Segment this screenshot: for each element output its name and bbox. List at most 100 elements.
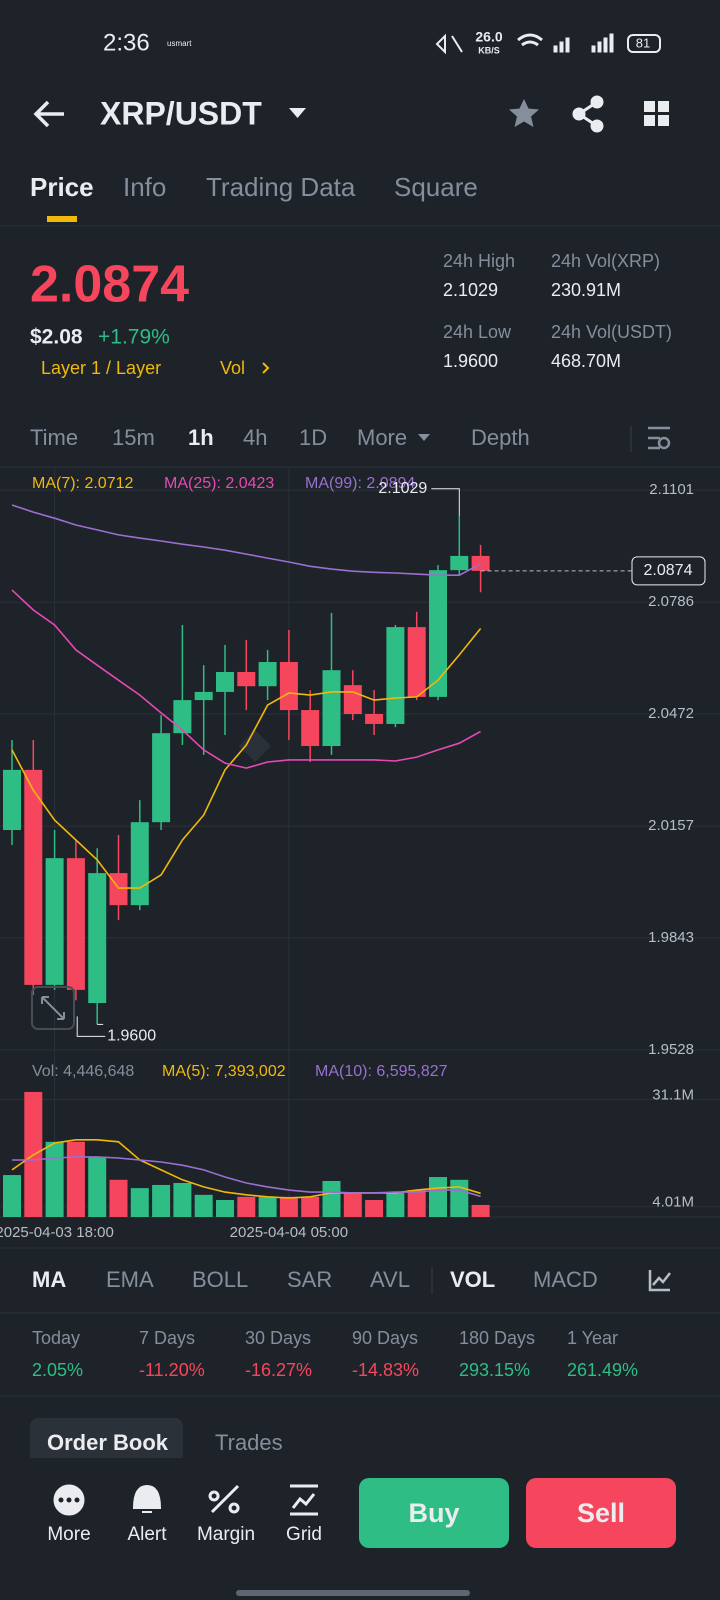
candle-body	[173, 700, 192, 734]
volume-bar	[45, 1141, 64, 1217]
carrier: usmart	[167, 39, 192, 48]
volume-bar	[130, 1188, 149, 1217]
candle-body	[66, 858, 85, 990]
pair-dropdown[interactable]	[289, 108, 306, 118]
low-pointer	[76, 1016, 106, 1037]
more-dropdown[interactable]	[418, 434, 430, 441]
ma-legend: MA(7): 2.0712	[32, 475, 133, 492]
nav-item[interactable]: Alert	[127, 1524, 167, 1545]
chart-settings[interactable]	[648, 426, 671, 450]
usd-price: $2.08	[30, 326, 83, 349]
nav-item[interactable]: Margin	[197, 1524, 255, 1545]
tab[interactable]: Info	[123, 172, 166, 202]
volume-bar	[88, 1156, 107, 1217]
perf-value: 261.49%	[567, 1360, 638, 1380]
candle-body	[130, 822, 149, 906]
y-tick-label: 2.0472	[648, 705, 694, 722]
net-speed: 26.0	[475, 29, 502, 45]
net-unit: KB/S	[478, 45, 500, 55]
y-tick-label: 2.0157	[648, 817, 694, 834]
ma-line	[11, 504, 481, 576]
share[interactable]	[572, 95, 604, 133]
candle-body	[194, 691, 213, 701]
volume-bar	[194, 1194, 213, 1217]
volume-bar	[407, 1190, 426, 1217]
volume-bar	[386, 1192, 405, 1217]
favorite[interactable]	[509, 99, 539, 127]
candle-body	[407, 627, 426, 697]
tab[interactable]: Price	[30, 172, 94, 202]
vol-tag[interactable]: Vol	[220, 358, 245, 378]
tab-indicator	[47, 216, 77, 222]
sell-button[interactable]	[526, 1478, 676, 1548]
nav-item[interactable]: More	[47, 1524, 90, 1545]
y-tick-label: 2.1101	[649, 481, 694, 498]
y-tick-label: 1.9843	[648, 929, 694, 946]
interval[interactable]: More	[357, 425, 407, 450]
book-tab[interactable]: Trades	[215, 1430, 283, 1455]
stat-value: 1.9600	[443, 351, 498, 371]
indicator-tab[interactable]: BOLL	[192, 1267, 248, 1292]
low-annotation: 1.9600	[107, 1028, 156, 1045]
volume-bar	[322, 1180, 341, 1217]
pair-title[interactable]: XRP/USDT	[100, 95, 262, 131]
watermark	[239, 730, 271, 762]
ma-line	[11, 627, 482, 889]
interval[interactable]: 15m	[112, 425, 155, 450]
stat-value: 2.1029	[443, 280, 498, 300]
book-tab[interactable]: Order Book	[47, 1430, 169, 1455]
fullscreen-button[interactable]	[31, 986, 75, 1030]
vol-arrow	[262, 362, 270, 374]
candle-body	[45, 858, 64, 985]
sell-label[interactable]: Sell	[577, 1498, 625, 1528]
indicator-tab[interactable]: EMA	[106, 1267, 154, 1292]
buy-label[interactable]: Buy	[408, 1498, 459, 1528]
tab[interactable]: Square	[394, 172, 478, 202]
candle-body	[216, 671, 234, 692]
nav-icons	[53, 1484, 318, 1516]
volume-bar	[365, 1199, 384, 1217]
perf-label: 90 Days	[352, 1328, 418, 1348]
volume-bar	[3, 1175, 21, 1217]
candle-body	[3, 769, 21, 831]
buy-button[interactable]	[359, 1478, 509, 1548]
perf-label: 7 Days	[139, 1328, 195, 1348]
interval[interactable]: 4h	[243, 425, 267, 450]
perf-value: 293.15%	[459, 1360, 530, 1380]
tab[interactable]: Trading Data	[206, 172, 356, 202]
interval[interactable]: 1h	[188, 425, 214, 450]
depth-tab[interactable]: Depth	[471, 425, 530, 450]
volume-bar	[237, 1196, 256, 1217]
sector-tag[interactable]: Layer 1 / Layer	[41, 358, 161, 378]
indicator-settings[interactable]	[648, 1270, 671, 1292]
stat-label: 24h Vol(USDT)	[551, 322, 672, 342]
volume-ma-legend: MA(5): 7,393,002	[162, 1063, 286, 1080]
last-price: 2.0874	[30, 256, 189, 314]
interval[interactable]: Time	[30, 425, 78, 450]
volume-tick-label: 4.01M	[652, 1194, 694, 1211]
stat-value: 230.91M	[551, 280, 621, 300]
grid-menu[interactable]	[644, 101, 669, 126]
candle-body	[343, 685, 362, 714]
indicator-tab[interactable]: MA	[32, 1267, 66, 1292]
indicator-tab[interactable]: MACD	[533, 1267, 598, 1292]
perf-value: 2.05%	[32, 1360, 83, 1380]
y-tick-label: 1.9528	[648, 1041, 694, 1058]
candle-body	[258, 662, 277, 687]
volume-bar	[216, 1199, 234, 1217]
indicator-tab[interactable]: AVL	[370, 1267, 410, 1292]
indicator-tab[interactable]: SAR	[287, 1267, 332, 1292]
x-tick-label: 2025-04-04 05:00	[230, 1224, 348, 1241]
volume-bar	[173, 1182, 192, 1217]
back-button[interactable]	[33, 100, 64, 128]
nav-item[interactable]: Grid	[286, 1524, 322, 1545]
fullscreen-icon	[41, 996, 65, 1020]
volume-bar	[471, 1204, 490, 1217]
candle-body	[471, 555, 490, 571]
interval[interactable]: 1D	[299, 425, 327, 450]
candle-body	[88, 873, 107, 1004]
candle-body	[237, 671, 256, 687]
indicator-tab[interactable]: VOL	[450, 1267, 495, 1292]
